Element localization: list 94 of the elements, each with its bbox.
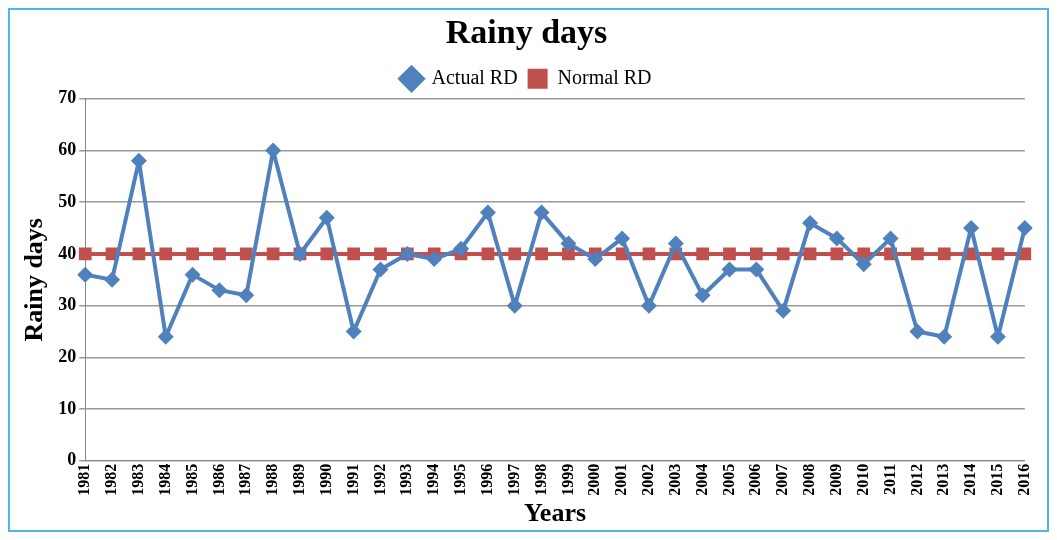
point	[640, 297, 657, 314]
point	[426, 251, 443, 268]
point	[213, 247, 226, 261]
x-tick-label: 2004	[692, 463, 710, 496]
x-tick-label: 1992	[370, 463, 388, 496]
x-tick-label: 1984	[155, 463, 173, 496]
point	[186, 247, 199, 261]
legend-label: Actual RD	[431, 66, 518, 89]
point	[587, 251, 604, 268]
point	[211, 282, 228, 299]
x-tick-label: 2000	[585, 463, 603, 496]
x-tick-label: 2014	[961, 463, 979, 496]
x-tick-label: 1982	[102, 463, 120, 496]
point	[347, 247, 361, 261]
y-tick-label: 60	[58, 139, 77, 160]
point	[238, 287, 255, 304]
point	[320, 247, 334, 261]
x-tick-label: 1999	[558, 463, 576, 496]
point	[560, 235, 577, 252]
x-axis-title: Years	[523, 498, 587, 528]
x-tick-label: 1998	[531, 463, 549, 496]
point	[748, 261, 765, 278]
point	[667, 235, 684, 252]
point	[802, 214, 819, 231]
x-tick-label: 1995	[451, 463, 469, 496]
point	[535, 247, 548, 261]
point	[104, 271, 121, 288]
y-tick-label: 50	[58, 190, 77, 211]
point	[828, 230, 845, 247]
x-tick-label: 2003	[665, 463, 683, 496]
x-tick-label: 2001	[612, 463, 630, 496]
point	[77, 266, 94, 283]
x-tick-label: 1993	[397, 463, 415, 496]
x-tick-label: 1987	[236, 463, 254, 496]
x-tick-label: 1983	[129, 463, 147, 496]
point	[159, 247, 173, 261]
point	[130, 152, 147, 169]
point	[374, 247, 387, 261]
point	[937, 247, 951, 261]
chart-title: Rainy days	[445, 13, 608, 51]
legend-label: Normal RD	[557, 66, 652, 89]
x-tick-label: 2015	[988, 463, 1006, 496]
y-tick-label: 0	[67, 449, 77, 470]
y-tick-label: 40	[58, 242, 77, 263]
point	[855, 256, 872, 273]
point	[614, 230, 631, 247]
point	[723, 247, 736, 261]
x-tick-label: 2008	[800, 463, 818, 496]
point	[776, 247, 790, 261]
point	[1016, 220, 1033, 237]
x-tick-label: 2011	[880, 463, 898, 495]
x-tick-label: 1996	[478, 463, 496, 496]
x-tick-label: 1994	[424, 463, 442, 496]
y-tick-label: 30	[58, 294, 77, 315]
x-tick-label: 1997	[504, 463, 522, 496]
x-tick-label: 2016	[1014, 463, 1032, 496]
x-tick-label: 2002	[639, 463, 657, 496]
y-tick-label: 20	[58, 346, 77, 367]
point	[184, 266, 201, 283]
point	[911, 247, 924, 261]
x-tick-label: 1981	[75, 463, 93, 496]
point	[318, 209, 335, 226]
x-tick-label: 1988	[263, 463, 281, 496]
point	[882, 230, 899, 247]
x-tick-label: 1991	[343, 463, 361, 496]
point	[749, 247, 763, 261]
point	[508, 247, 522, 261]
x-tick-label: 2006	[746, 463, 764, 496]
point	[479, 204, 496, 221]
x-tick-label: 1986	[209, 463, 227, 496]
point	[936, 328, 953, 345]
x-tick-label: 1985	[182, 463, 200, 496]
point	[775, 302, 792, 319]
point	[78, 247, 92, 261]
y-tick-label: 70	[58, 87, 77, 108]
x-tick-label: 2010	[853, 463, 871, 496]
point	[345, 323, 362, 340]
x-tick-label: 1990	[316, 463, 334, 496]
point	[721, 261, 738, 278]
x-tick-label: 2009	[827, 463, 845, 496]
point	[533, 204, 550, 221]
y-axis-title: Rainy days	[19, 218, 49, 342]
x-tick-label: 2013	[934, 463, 952, 496]
point	[696, 247, 710, 261]
y-tick-label: 10	[58, 397, 77, 418]
point	[909, 323, 926, 340]
point	[694, 287, 711, 304]
x-tick-label: 2007	[773, 463, 791, 496]
point	[372, 261, 389, 278]
x-tick-label: 2012	[907, 463, 925, 496]
x-tick-label: 2005	[719, 463, 737, 496]
point	[506, 297, 523, 314]
point	[453, 240, 470, 257]
x-tick-label: 1989	[290, 463, 308, 496]
